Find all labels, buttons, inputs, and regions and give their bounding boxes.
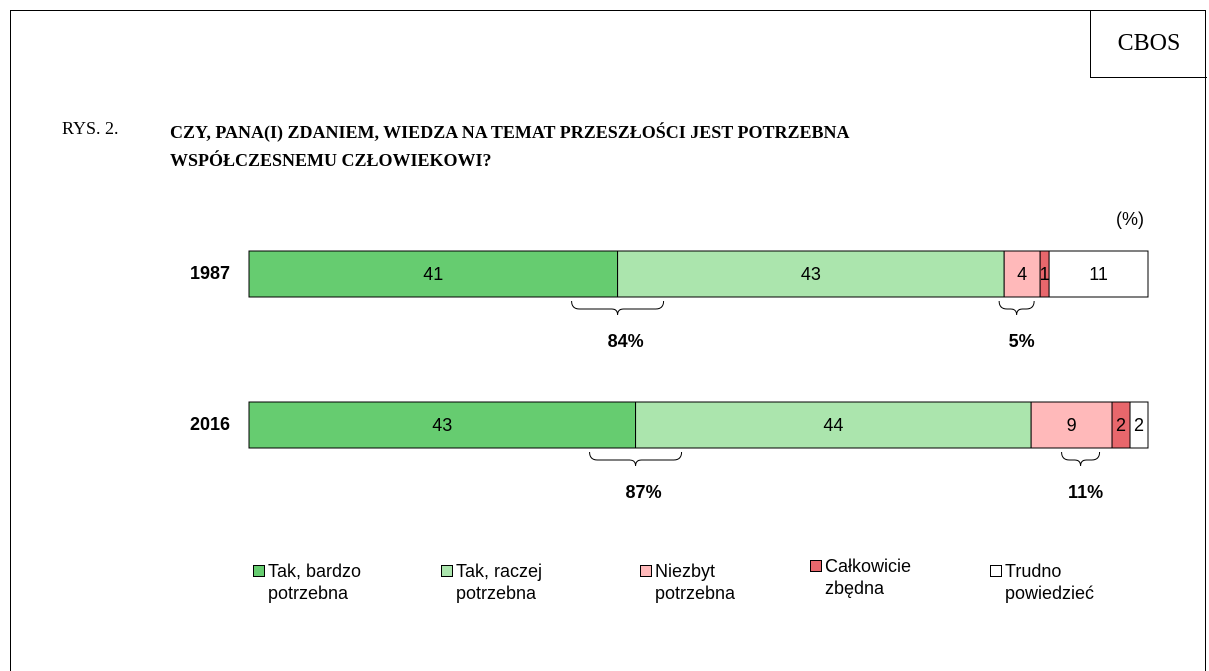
- value-label: 9: [1067, 415, 1077, 435]
- bar-segment: [1129, 401, 1149, 449]
- legend-swatch: [441, 565, 453, 577]
- annotation: 87%: [626, 482, 662, 502]
- bar-segment: [248, 401, 637, 449]
- legend-swatch: [640, 565, 652, 577]
- legend-label: Całkowicie zbędna: [825, 556, 912, 598]
- legend-label: Tak, raczej potrzebna: [456, 561, 543, 603]
- legend-swatch: [990, 565, 1002, 577]
- value-label: 2: [1116, 415, 1126, 435]
- value-label: 11: [1089, 264, 1108, 284]
- chart-title: CZY, PANA(I) ZDANIEM, WIEDZA NA TEMAT PR…: [170, 122, 849, 170]
- legend-swatch: [253, 565, 265, 577]
- bar-segment: [1048, 250, 1149, 298]
- bracket: [998, 300, 1035, 316]
- logo: CBOS: [1090, 10, 1207, 78]
- annotation: 84%: [608, 331, 644, 351]
- bracket: [1061, 451, 1101, 467]
- value-label: 2: [1134, 415, 1144, 435]
- legend-label: Tak, bardzo potrzebna: [268, 561, 362, 603]
- value-label: 43: [432, 415, 452, 435]
- bar-segment: [1003, 250, 1041, 298]
- unit-label: (%): [1116, 209, 1144, 229]
- bracket: [589, 451, 683, 467]
- bar-segment: [617, 250, 1005, 298]
- frame: [10, 10, 1206, 671]
- annotation: 11%: [1068, 482, 1103, 502]
- figure-number: RYS. 2.: [62, 118, 119, 138]
- value-label: 41: [423, 264, 443, 284]
- value-label: 1: [1040, 264, 1050, 284]
- y-tick-label: 1987: [190, 263, 230, 283]
- annotation: 5%: [1009, 331, 1035, 351]
- legend-swatch: [810, 560, 822, 572]
- value-label: 44: [823, 415, 843, 435]
- bracket: [571, 300, 665, 316]
- value-label: 4: [1017, 264, 1027, 284]
- bar-segment: [635, 401, 1032, 449]
- legend-label: Niezbyt potrzebna: [655, 561, 736, 603]
- legend-label: Trudno powiedzieć: [1005, 561, 1095, 603]
- y-tick-label: 2016: [190, 414, 230, 434]
- bar-segment: [248, 250, 619, 298]
- value-label: 43: [801, 264, 821, 284]
